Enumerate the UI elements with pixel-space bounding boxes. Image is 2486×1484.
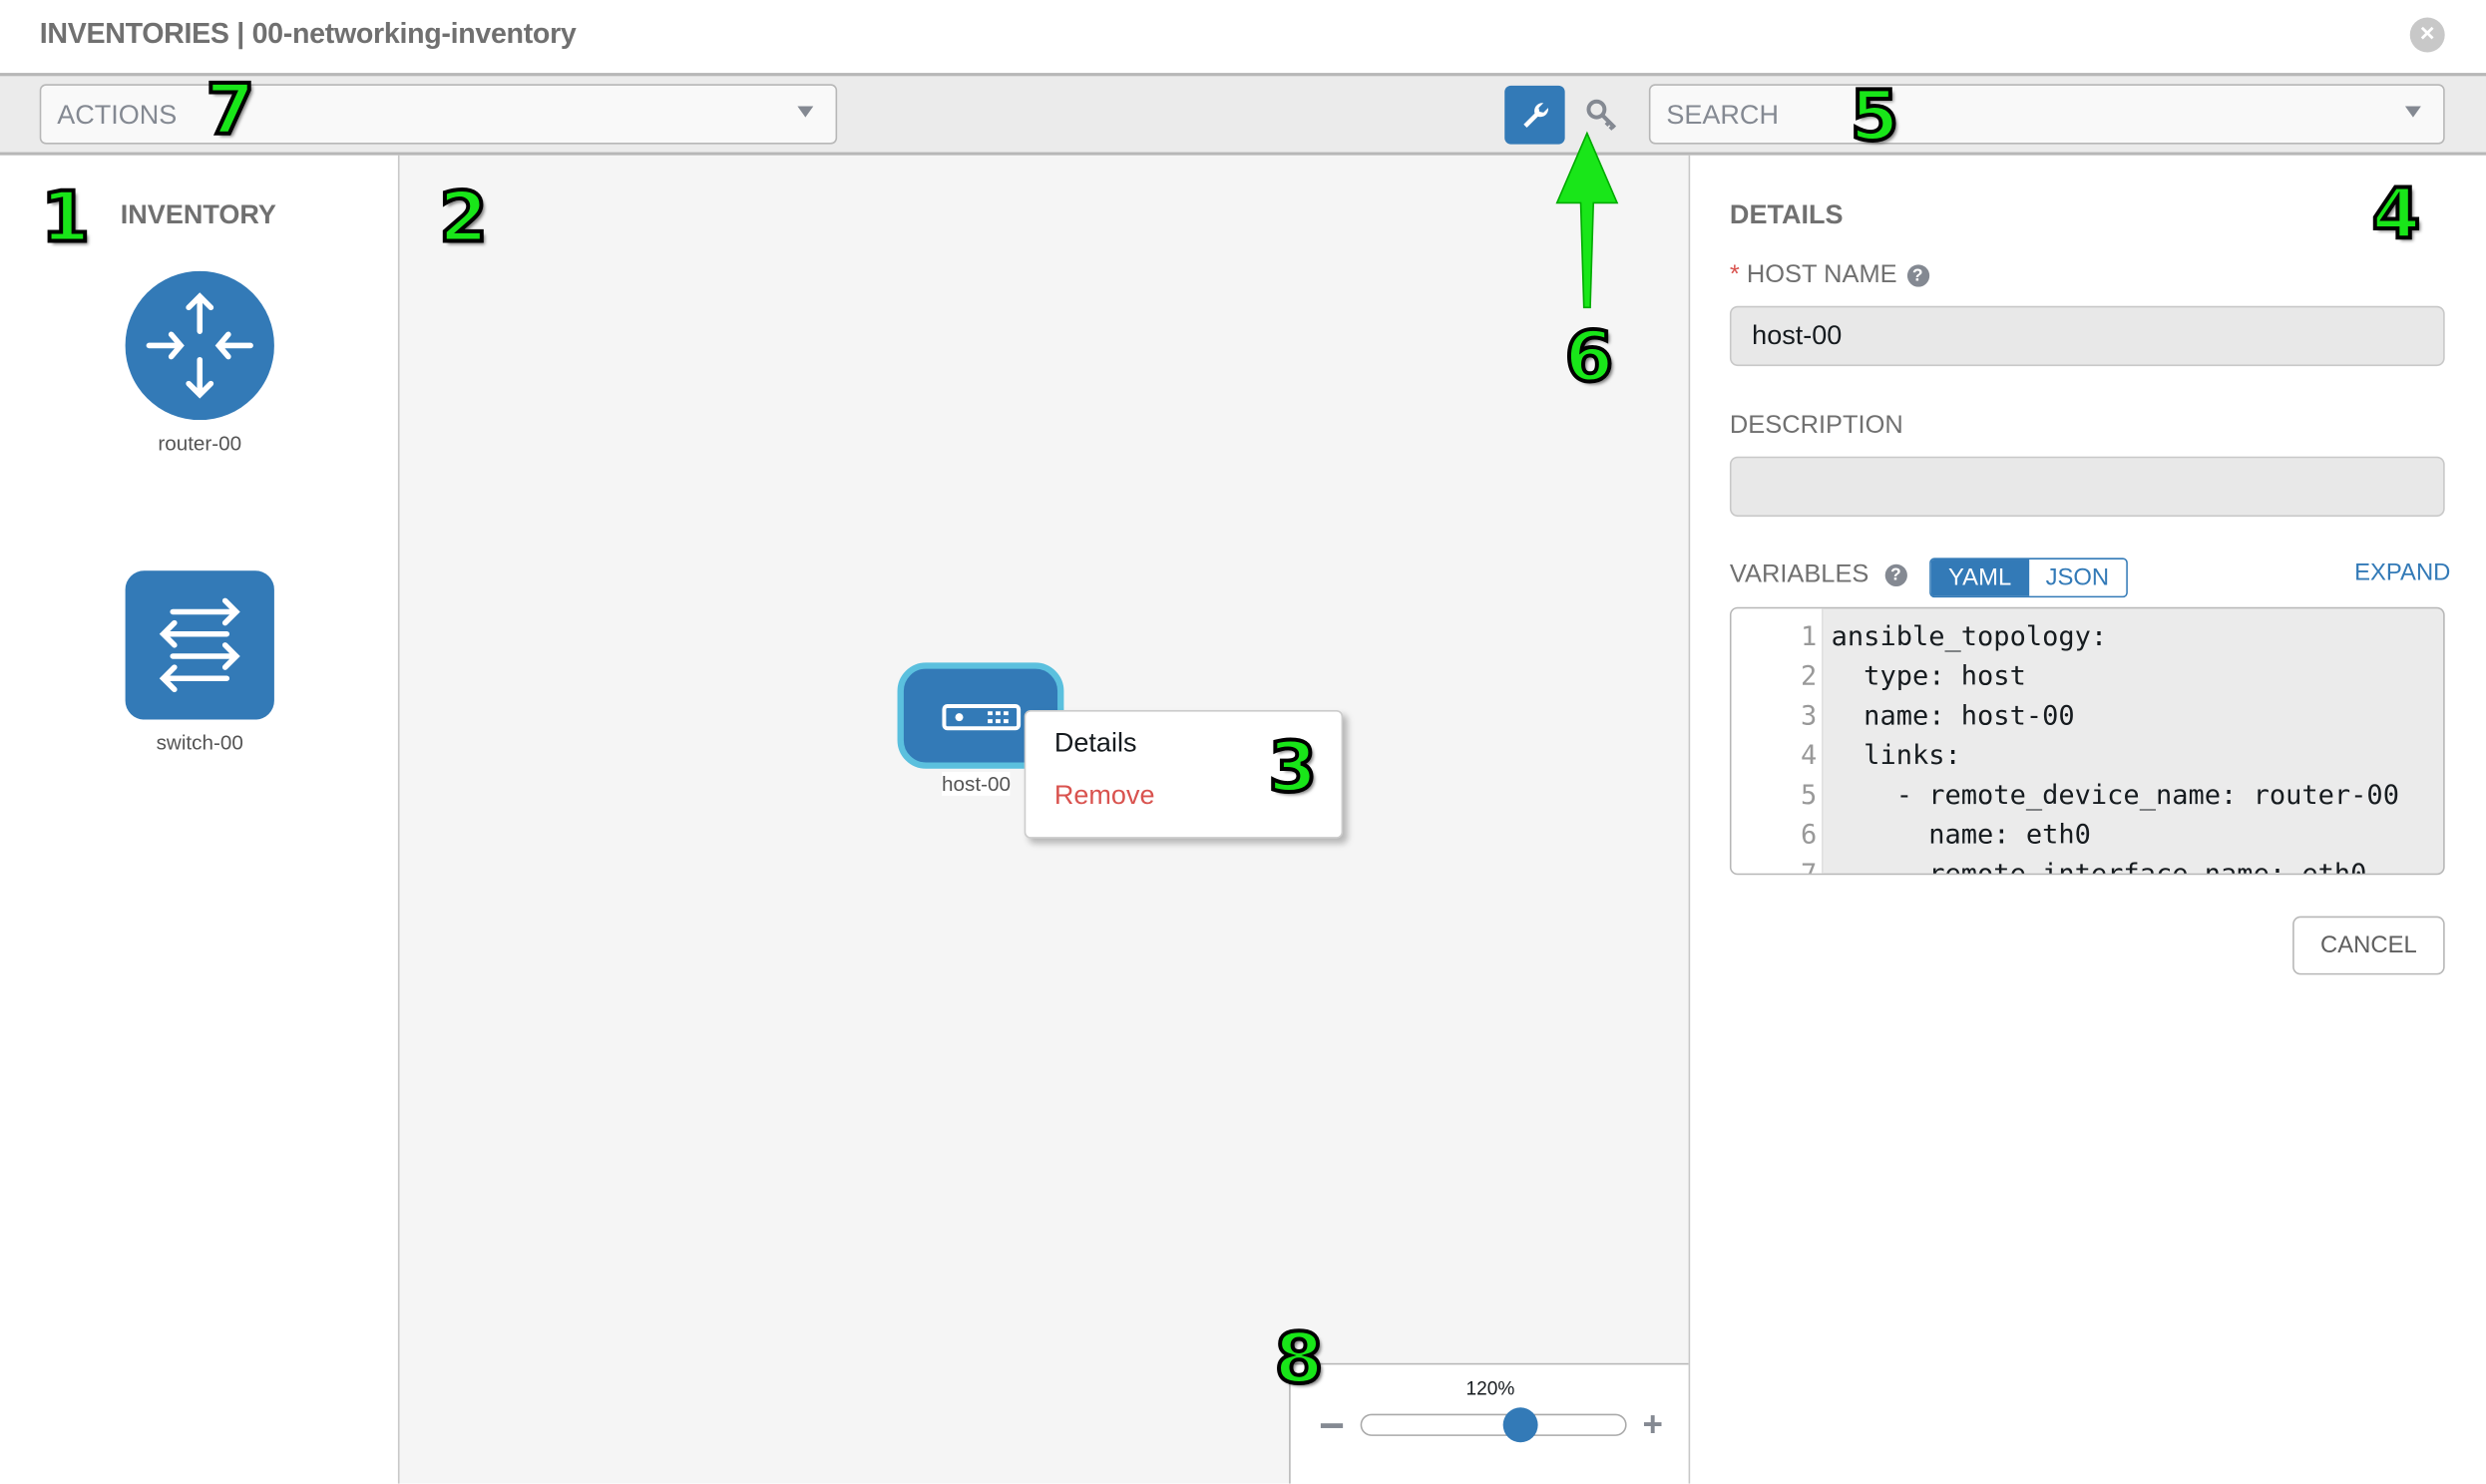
code-line: name: host-00: [1831, 700, 2075, 733]
host-server-icon: [942, 704, 1022, 731]
description-label: DESCRIPTION: [1729, 412, 1903, 440]
code-line: type: host: [1831, 660, 2026, 693]
line-number: 5: [1801, 779, 1818, 812]
host-name-label: * HOST NAME?: [1729, 261, 1929, 290]
host-node-label: host-00: [942, 771, 1011, 796]
zoom-level: 120%: [1465, 1377, 1515, 1400]
annotation-1: 1: [39, 178, 92, 259]
zoom-in-icon[interactable]: +: [1642, 1404, 1663, 1444]
annotation-4: 4: [2370, 174, 2423, 255]
close-icon[interactable]: ×: [2409, 17, 2445, 53]
chevron-down-icon: [2404, 106, 2421, 118]
router-label: router-00: [158, 431, 242, 456]
line-number: 1: [1801, 621, 1818, 653]
format-toggle: YAML JSON: [1929, 557, 2128, 598]
json-toggle[interactable]: JSON: [2028, 559, 2127, 596]
chevron-down-icon: [797, 106, 814, 118]
annotation-2: 2: [437, 178, 490, 259]
wrench-icon[interactable]: [1504, 85, 1565, 145]
expand-link[interactable]: EXPAND: [2354, 559, 2451, 587]
router-icon: [125, 270, 274, 421]
annotation-3: 3: [1266, 727, 1319, 809]
switch-item[interactable]: [125, 570, 274, 727]
line-number: 6: [1801, 819, 1818, 852]
line-number: 2: [1801, 660, 1818, 693]
annotation-6: 6: [1563, 316, 1616, 398]
variables-label-text: VARIABLES: [1729, 560, 1869, 588]
key-icon[interactable]: [1582, 95, 1623, 136]
help-icon[interactable]: ?: [1906, 264, 1929, 287]
line-gutter: [1731, 608, 1824, 874]
host-name-input[interactable]: host-00: [1729, 305, 2445, 367]
line-number: 4: [1801, 740, 1818, 772]
annotation-7: 7: [205, 69, 257, 151]
actions-dropdown[interactable]: ACTIONS: [39, 84, 838, 145]
switch-icon: [125, 570, 274, 720]
search-label: SEARCH: [1666, 100, 1779, 131]
menu-item-details[interactable]: Details: [1053, 727, 1137, 758]
line-number: 3: [1801, 700, 1818, 733]
page-title: INVENTORIES | 00-networking-inventory: [39, 17, 577, 50]
router-item[interactable]: [125, 270, 274, 428]
zoom-out-icon[interactable]: [1320, 1423, 1344, 1428]
cancel-button[interactable]: CANCEL: [2292, 916, 2445, 975]
annotation-8: 8: [1273, 1318, 1326, 1400]
code-line: - remote_device_name: router-00: [1831, 779, 2399, 812]
annotation-5: 5: [1849, 76, 1901, 158]
description-input[interactable]: [1729, 456, 2445, 518]
required-mark: *: [1729, 261, 1740, 289]
code-line: remote_interface_name: eth0: [1831, 859, 2367, 876]
help-icon[interactable]: ?: [1884, 563, 1907, 587]
annotation-arrow: [1555, 131, 1619, 309]
variables-label: VARIABLES?: [1730, 561, 1907, 590]
variables-editor[interactable]: 1 ansible_topology: 2 type: host 3 name: ho…: [1729, 606, 2445, 876]
menu-item-remove[interactable]: Remove: [1053, 779, 1155, 811]
yaml-toggle[interactable]: YAML: [1930, 559, 2029, 596]
zoom-slider[interactable]: [1360, 1413, 1627, 1436]
code-line: ansible_topology:: [1831, 621, 2108, 653]
inventory-title: INVENTORY: [120, 199, 276, 230]
switch-label: switch-00: [156, 730, 243, 755]
zoom-widget: 120% +: [1289, 1362, 1689, 1484]
actions-label: ACTIONS: [57, 100, 178, 131]
search-dropdown[interactable]: SEARCH: [1648, 84, 2445, 145]
host-name-label-text: HOST NAME: [1746, 261, 1897, 289]
line-number: 7: [1801, 859, 1818, 876]
code-line: links:: [1831, 740, 1961, 772]
zoom-slider-handle[interactable]: [1502, 1407, 1538, 1443]
details-title: DETAILS: [1729, 199, 1844, 230]
code-line: name: eth0: [1831, 819, 2091, 852]
header: INVENTORIES | 00-networking-inventory ×: [0, 0, 2486, 74]
context-menu: Details Remove: [1024, 710, 1344, 839]
